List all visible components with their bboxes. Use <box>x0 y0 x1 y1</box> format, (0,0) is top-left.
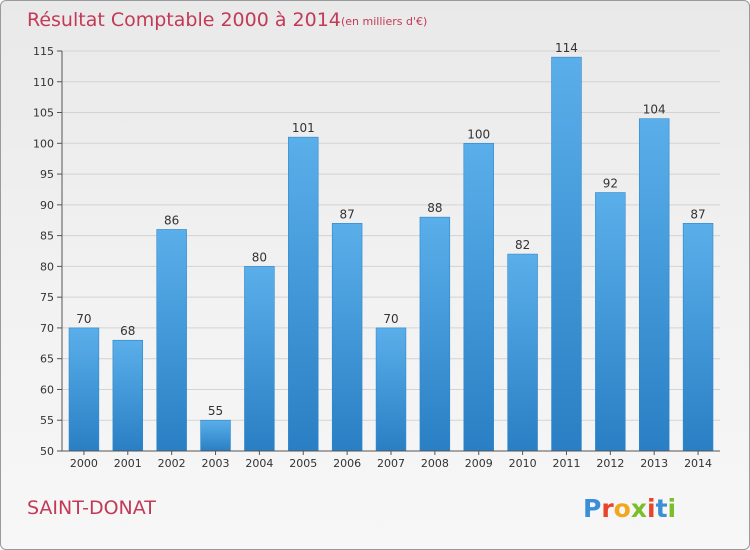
logo-letter: P <box>583 494 601 523</box>
bar <box>331 223 363 452</box>
x-tick-label: 2005 <box>289 457 317 470</box>
bar <box>682 223 714 452</box>
bar <box>244 266 275 452</box>
y-tick-label: 85 <box>40 230 54 243</box>
x-tick-label: 2001 <box>114 457 142 470</box>
y-tick-label: 80 <box>40 260 54 273</box>
y-tick-label: 95 <box>40 168 54 181</box>
bar <box>288 136 319 452</box>
bar <box>200 419 231 452</box>
y-tick-label: 70 <box>40 322 54 335</box>
bar-value-label: 80 <box>252 250 267 264</box>
bar-value-label: 87 <box>339 207 354 221</box>
bar <box>595 192 626 452</box>
axis-layer: 50 55 60 65 70 75 80 85 90 95 100 105 110 115 2000 2001… <box>33 45 720 470</box>
bar <box>68 327 100 452</box>
logo-letter: o <box>614 494 631 523</box>
proxiti-logo: Proxiti <box>583 494 676 523</box>
bar <box>156 229 187 452</box>
bar <box>375 327 407 452</box>
bar <box>551 56 582 452</box>
y-tick-label: 100 <box>33 137 54 150</box>
bar-value-label: 88 <box>427 201 442 215</box>
x-tick-label: 2000 <box>70 457 98 470</box>
bar-value-label: 87 <box>690 207 705 221</box>
y-tick-label: 65 <box>40 353 54 366</box>
logo-letter: i <box>647 494 656 523</box>
y-tick-label: 110 <box>33 76 54 89</box>
bars-layer: 70 68 86 55 80 101 87 70 88 100 82 114 92 104 87 <box>68 41 714 452</box>
x-tick-label: 2002 <box>158 457 186 470</box>
y-tick-label: 50 <box>40 445 54 458</box>
bar-value-label: 100 <box>467 127 490 141</box>
commune-name: SAINT-DONAT <box>27 497 156 519</box>
x-tick-label: 2008 <box>421 457 449 470</box>
bar-value-label: 70 <box>383 312 398 326</box>
bar-value-label: 55 <box>208 404 223 418</box>
logo-letter: x <box>631 494 647 523</box>
x-tick-label: 2012 <box>596 457 624 470</box>
bar-value-label: 86 <box>164 213 179 227</box>
logo-letter: r <box>601 494 614 523</box>
y-tick-label: 90 <box>40 199 54 212</box>
x-tick-label: 2006 <box>333 457 361 470</box>
bar <box>463 143 494 452</box>
chart-title: Résultat Comptable 2000 à 2014 <box>27 9 341 31</box>
x-tick-label: 2009 <box>465 457 493 470</box>
bar <box>419 216 451 452</box>
x-tick-label: 2011 <box>552 457 580 470</box>
bar-value-label: 114 <box>555 41 578 55</box>
bar <box>507 253 538 452</box>
x-tick-label: 2010 <box>509 457 537 470</box>
bar-value-label: 70 <box>76 312 91 326</box>
y-tick-label: 55 <box>40 414 54 427</box>
x-tick-label: 2014 <box>684 457 712 470</box>
bar-value-label: 104 <box>643 103 666 117</box>
y-tick-label: 75 <box>40 291 54 304</box>
bar-value-label: 101 <box>292 121 315 135</box>
x-tick-label: 2007 <box>377 457 405 470</box>
chart-subtitle: (en milliers d'€) <box>341 15 427 28</box>
x-tick-label: 2003 <box>202 457 230 470</box>
x-tick-label: 2013 <box>640 457 668 470</box>
logo-letter: i <box>668 494 677 523</box>
bar-value-label: 92 <box>603 177 618 191</box>
bar-value-label: 82 <box>515 238 530 252</box>
bar <box>638 118 670 452</box>
y-tick-label: 115 <box>33 45 54 58</box>
bar <box>112 339 144 452</box>
x-tick-label: 2004 <box>245 457 273 470</box>
y-tick-label: 105 <box>33 107 54 120</box>
logo-letter: t <box>656 494 668 523</box>
bar-value-label: 68 <box>120 324 135 338</box>
y-tick-label: 60 <box>40 383 54 396</box>
